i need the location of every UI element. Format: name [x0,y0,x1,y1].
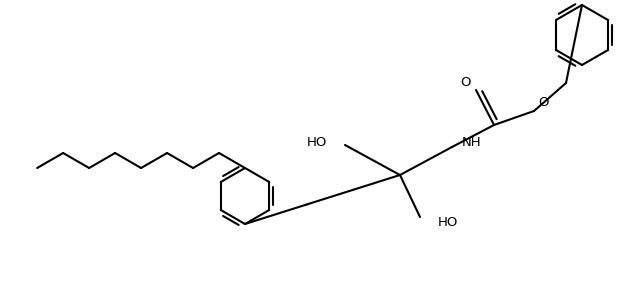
Text: O: O [461,75,471,88]
Text: HO: HO [307,137,327,149]
Text: NH: NH [462,137,482,149]
Text: O: O [538,96,549,109]
Text: HO: HO [438,215,458,228]
